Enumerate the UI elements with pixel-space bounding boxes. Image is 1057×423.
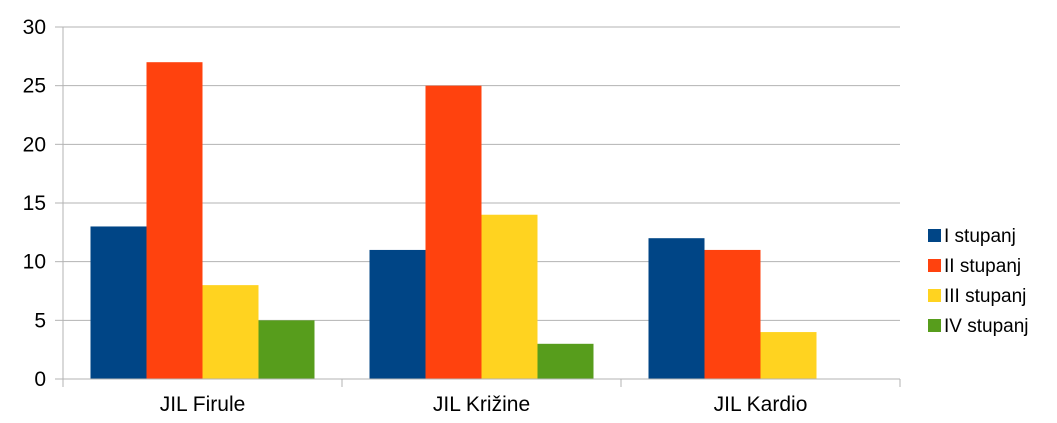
bar: [202, 285, 259, 379]
y-tick-label: 0: [34, 368, 46, 391]
y-tick-label: 15: [23, 192, 46, 215]
x-category-label: JIL Kardio: [714, 393, 808, 416]
legend-swatch: [928, 259, 941, 272]
bar: [90, 226, 147, 379]
y-tick-label: 5: [34, 309, 46, 332]
y-tick-label: 30: [23, 16, 46, 39]
y-tick-label: 20: [23, 133, 46, 156]
bar: [760, 332, 817, 379]
legend-swatch: [928, 289, 941, 302]
x-category-label: JIL Firule: [160, 393, 246, 416]
x-category-label: JIL Križine: [433, 393, 530, 416]
bar: [648, 238, 705, 379]
legend-label: III stupanj: [944, 286, 1026, 307]
axes: [55, 26, 901, 387]
bars: [90, 62, 817, 380]
legend-label: I stupanj: [944, 226, 1016, 247]
legend-label: II stupanj: [944, 256, 1021, 277]
legend-swatch: [928, 319, 941, 332]
legend-label: IV stupanj: [944, 316, 1029, 337]
y-axis-tick-labels: 0 5 10 15 20 25 30: [23, 16, 46, 391]
bar: [425, 85, 482, 380]
legend: I stupanj II stupanj III stupanj IV stupanj: [928, 226, 1029, 337]
bar: [258, 320, 315, 379]
legend-swatch: [928, 229, 941, 242]
bar: [704, 249, 761, 379]
category-labels: JIL Firule JIL Križine JIL Kardio: [160, 393, 808, 416]
y-tick-label: 10: [23, 251, 46, 274]
bar: [481, 214, 538, 379]
bar: [369, 249, 426, 379]
bar: [146, 62, 203, 379]
bar: [537, 343, 594, 379]
y-tick-label: 25: [23, 75, 46, 98]
